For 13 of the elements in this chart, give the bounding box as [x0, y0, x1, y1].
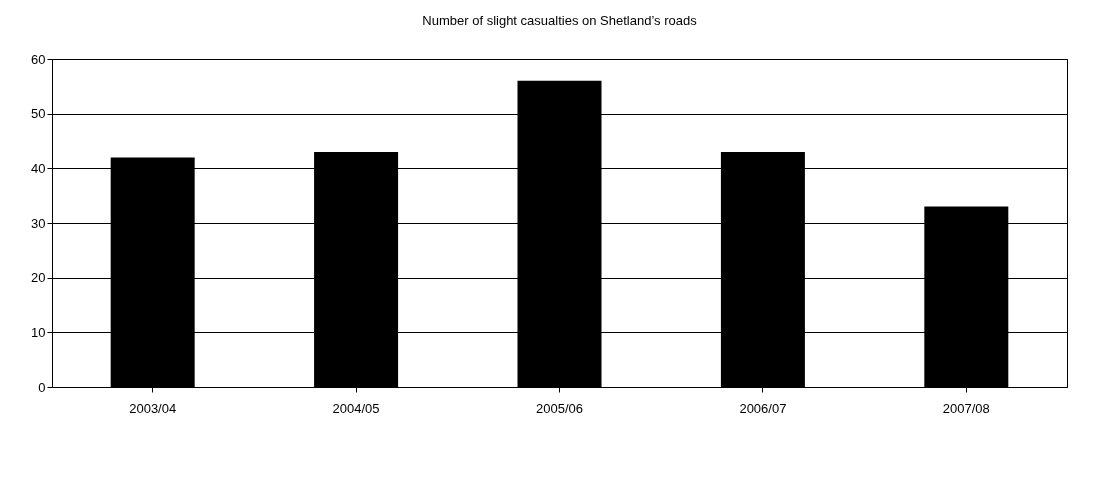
chart-title: Number of slight casualties on Shetland’s roads [422, 13, 698, 28]
x-tick-label: 2004/05 [332, 400, 380, 416]
x-tick-label: 2007/08 [942, 400, 990, 416]
x-tick-label: 2006/07 [739, 400, 787, 416]
y-tick-label: 50 [31, 106, 46, 122]
y-tick-label: 60 [31, 51, 46, 67]
y-tick-label: 40 [31, 160, 46, 176]
x-tick-label: 2003/04 [129, 400, 177, 416]
y-tick-label: 0 [38, 379, 46, 395]
x-tick-label: 2005/06 [536, 400, 583, 416]
y-tick-label: 30 [31, 215, 46, 231]
y-tick-label: 10 [31, 324, 46, 340]
y-tick-label: 20 [31, 270, 46, 286]
